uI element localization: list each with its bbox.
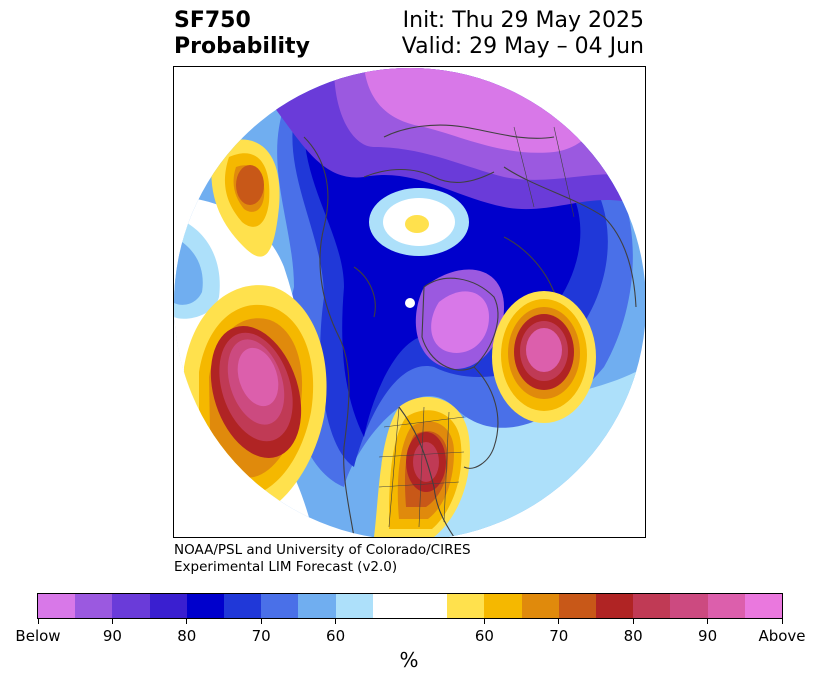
coastlines <box>303 86 637 537</box>
colorbar-tick-label: Below <box>15 627 61 645</box>
colorbar-above-segment <box>447 594 485 618</box>
colorbar-tick <box>186 618 188 624</box>
colorbar-above-segment <box>744 594 783 618</box>
colorbar <box>37 593 783 619</box>
north-pacific-above-anomaly <box>237 347 279 407</box>
colorbar-below-segment <box>261 594 299 618</box>
colorbar-tick <box>335 618 337 624</box>
probability-map <box>174 68 645 537</box>
colorbar-tick <box>483 618 485 624</box>
credit: NOAA/PSL and University of Colorado/CIRE… <box>174 542 471 576</box>
colorbar-tick-label: 60 <box>474 627 494 645</box>
arctic-small-above-anomaly <box>405 215 429 233</box>
colorbar-below-segment <box>75 594 113 618</box>
colorbar-tick <box>707 618 709 624</box>
colorbar-tick <box>111 618 113 624</box>
map-panel <box>173 66 646 538</box>
colorbar-below-segment <box>149 594 187 618</box>
colorbar-tick <box>260 618 262 624</box>
colorbar-below-segment <box>186 594 225 618</box>
map-disk <box>174 68 645 537</box>
colorbar-above-segment <box>596 594 634 618</box>
colorbar-tick <box>37 618 39 624</box>
colorbar-below-segment <box>112 594 150 618</box>
colorbar-tick-label: Above <box>758 627 806 645</box>
far-west-blue <box>174 237 203 305</box>
colorbar-above-segment <box>707 594 745 618</box>
colorbar-below-segment <box>224 594 262 618</box>
colorbar-below-segment <box>38 594 76 618</box>
colorbar-tick-label: 60 <box>326 627 346 645</box>
colorbar-tick-label: 80 <box>623 627 643 645</box>
colorbar-above-segment <box>670 594 708 618</box>
colorbar-below-segment <box>298 594 336 618</box>
colorbar-above-segment <box>558 594 597 618</box>
colorbar-neutral-segment <box>372 594 448 618</box>
title-right: Init: Thu 29 May 2025 Valid: 29 May – 04… <box>402 8 644 60</box>
north-pole-marker <box>405 298 415 308</box>
colorbar-tick <box>781 618 783 624</box>
colorbar-tick-label: 70 <box>251 627 271 645</box>
colorbar-unit: % <box>399 648 419 672</box>
title-left: SF750 Probability <box>174 8 310 60</box>
colorbar-above-segment <box>484 594 522 618</box>
colorbar-tick <box>558 618 560 624</box>
colorbar-above-segment <box>521 594 559 618</box>
colorbar-tick <box>632 618 634 624</box>
credit-line-2: Experimental LIM Forecast (v2.0) <box>174 559 398 575</box>
credit-line-1: NOAA/PSL and University of Colorado/CIRE… <box>174 542 471 558</box>
init-date: Init: Thu 29 May 2025 <box>402 8 644 33</box>
borders <box>378 126 575 528</box>
greenland-below-core <box>431 291 489 353</box>
colorbar-below-segment <box>335 594 373 618</box>
north-atlantic-above-anomaly <box>526 328 562 372</box>
colorbar-tick-label: 80 <box>177 627 197 645</box>
valid-range: Valid: 29 May – 04 Jun <box>401 34 644 59</box>
colorbar-tick-label: 70 <box>549 627 569 645</box>
colorbar-tick-label: 90 <box>698 627 718 645</box>
title-quantity: Probability <box>174 34 310 59</box>
alaska-gulf-above-core <box>236 165 264 205</box>
colorbar-tick-label: 90 <box>102 627 122 645</box>
central-us-above-core <box>413 442 439 482</box>
title-variable: SF750 <box>174 8 251 33</box>
colorbar-above-segment <box>633 594 671 618</box>
